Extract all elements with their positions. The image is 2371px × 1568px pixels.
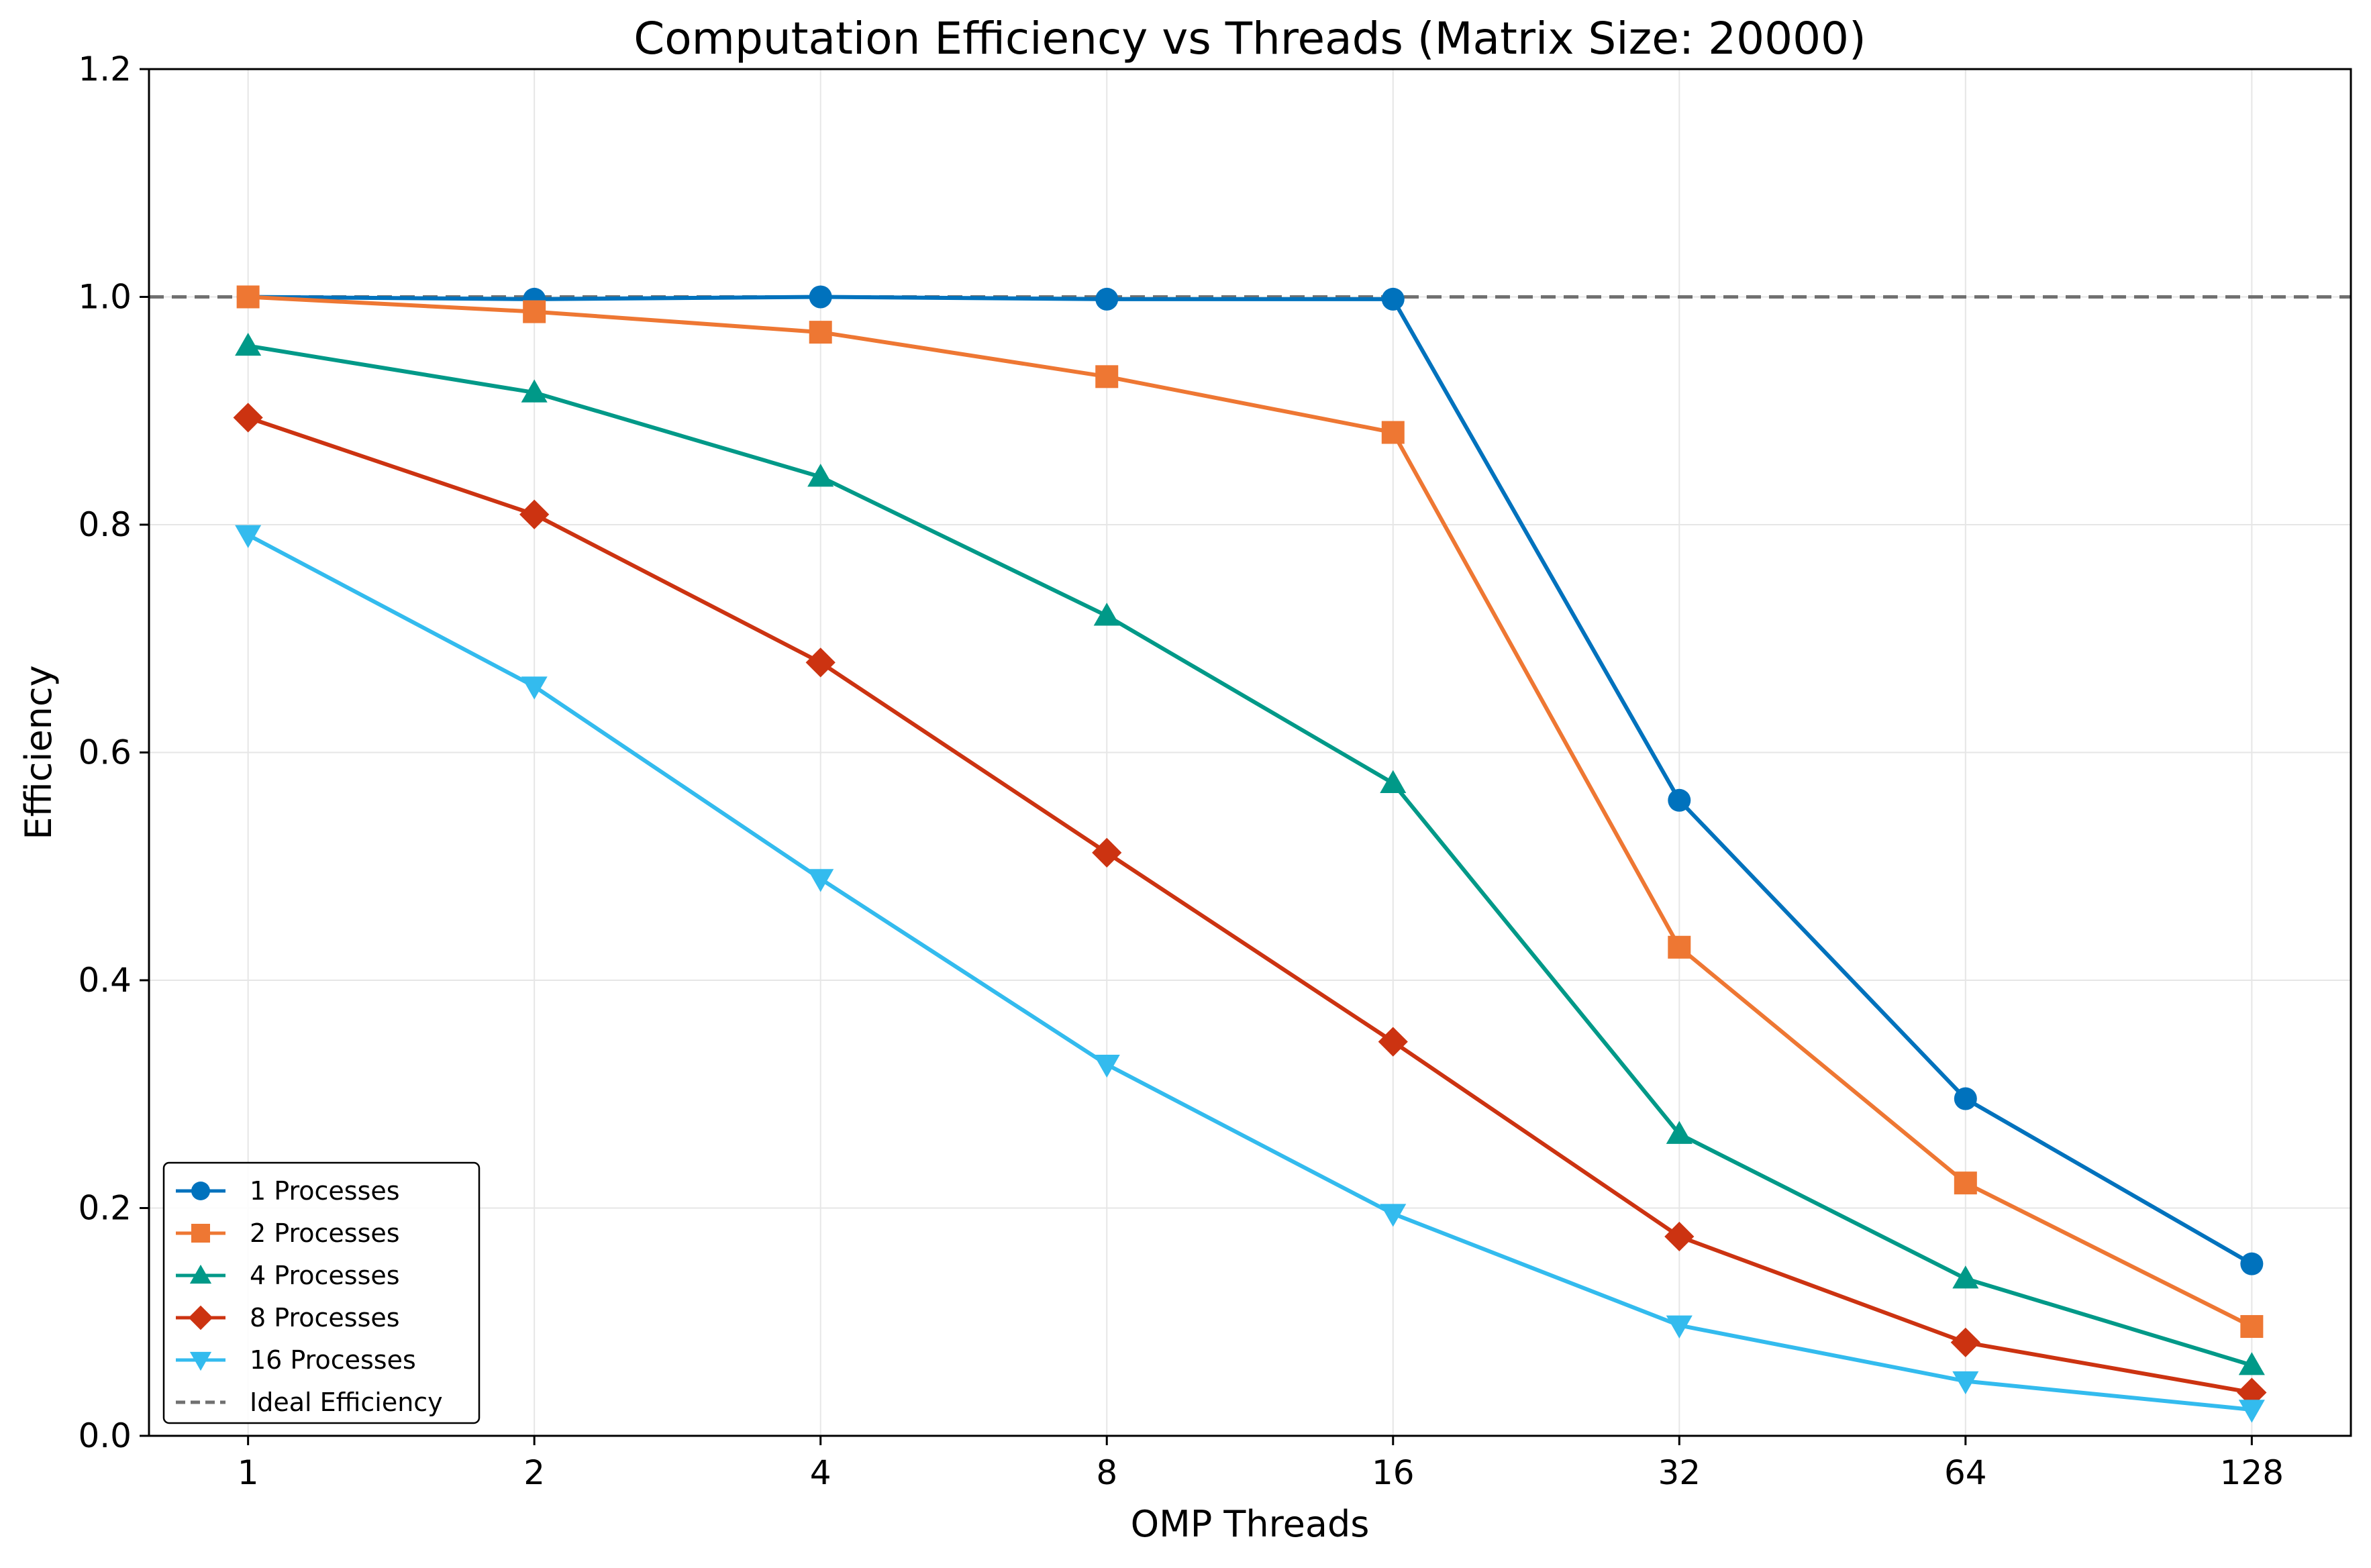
- data-point-s2-2: [523, 300, 546, 323]
- data-point-s4-16: [1378, 1027, 1408, 1057]
- data-point-s3-1: [235, 332, 262, 356]
- y-tick-label: 0.6: [78, 733, 132, 772]
- series-line-1: [248, 295, 2253, 1266]
- y-tick-label: 1.2: [78, 50, 132, 89]
- data-point-s3-2: [521, 379, 548, 403]
- data-point-s3-128: [2238, 1352, 2265, 1375]
- data-point-s4-8: [1092, 837, 1122, 868]
- data-point-s1-32: [1668, 788, 1691, 812]
- y-tick-label: 0.4: [78, 961, 132, 1000]
- x-tick-label: 32: [1658, 1453, 1701, 1492]
- data-point-s3-8: [1093, 603, 1120, 626]
- data-point-s5-2: [521, 676, 548, 700]
- data-point-s1-128: [2240, 1252, 2264, 1275]
- y-axis-title: Efficiency: [17, 665, 60, 839]
- x-tick-label: 8: [1096, 1453, 1117, 1492]
- legend-marker-2: [191, 1224, 210, 1243]
- x-tick-label: 4: [810, 1453, 831, 1492]
- data-point-s5-1: [235, 525, 262, 548]
- data-point-s1-8: [1095, 287, 1119, 311]
- legend-label-3: 4 Processes: [250, 1261, 400, 1290]
- legend-marker-4: [188, 1305, 213, 1330]
- legend-marker-1: [191, 1182, 210, 1200]
- x-tick-label: 128: [2220, 1453, 2284, 1492]
- legend-label-1: 1 Processes: [250, 1176, 400, 1206]
- x-tick-label: 1: [238, 1453, 259, 1492]
- chart-title: Computation Efficiency vs Threads (Matri…: [634, 13, 1866, 64]
- x-tick-label: 64: [1944, 1453, 1987, 1492]
- data-point-s3-64: [1952, 1265, 1979, 1289]
- data-point-s1-64: [1954, 1087, 1977, 1110]
- data-point-s5-32: [1666, 1315, 1693, 1339]
- data-point-s5-64: [1952, 1371, 1979, 1395]
- series-line-3: [248, 344, 2253, 1367]
- y-tick-label: 0.0: [78, 1416, 132, 1455]
- data-point-s3-4: [807, 464, 834, 487]
- data-point-s4-2: [519, 499, 550, 529]
- x-tick-label: 2: [523, 1453, 545, 1492]
- y-tick-label: 0.8: [78, 505, 132, 544]
- y-tick-label: 1.0: [78, 278, 132, 317]
- x-axis-title: OMP Threads: [1131, 1503, 1370, 1545]
- legend-label-6: Ideal Efficiency: [250, 1388, 443, 1417]
- series-line-5: [247, 533, 2252, 1412]
- data-point-s2-8: [1095, 365, 1119, 388]
- data-point-s2-128: [2240, 1315, 2264, 1339]
- legend-marker-5: [189, 1351, 212, 1371]
- data-point-s5-4: [807, 869, 834, 892]
- data-point-s1-4: [809, 285, 832, 309]
- data-point-s5-128: [2238, 1400, 2265, 1423]
- data-point-s2-32: [1668, 935, 1691, 959]
- x-tick-label: 16: [1372, 1453, 1415, 1492]
- data-point-s4-64: [1950, 1327, 1980, 1357]
- legend-label-4: 8 Processes: [250, 1303, 400, 1332]
- data-point-s1-16: [1381, 287, 1405, 311]
- data-point-s2-16: [1381, 421, 1405, 444]
- data-point-s3-32: [1666, 1120, 1693, 1144]
- data-point-s4-1: [233, 403, 263, 433]
- y-tick-label: 0.2: [78, 1189, 132, 1228]
- data-point-s4-32: [1664, 1221, 1695, 1252]
- legend-label-2: 2 Processes: [250, 1218, 400, 1248]
- data-point-s2-64: [1954, 1171, 1977, 1195]
- legend-label-5: 16 Processes: [250, 1345, 416, 1375]
- data-point-s4-4: [805, 647, 836, 678]
- series-line-2: [248, 295, 2253, 1328]
- series-line-4: [247, 415, 2252, 1395]
- legend-box: [162, 1161, 481, 1424]
- legend-marker-3: [189, 1264, 212, 1284]
- data-point-s2-1: [236, 285, 260, 309]
- data-point-s2-4: [809, 321, 832, 344]
- data-point-s5-16: [1380, 1204, 1407, 1227]
- data-point-s3-16: [1380, 770, 1407, 793]
- data-point-s5-8: [1093, 1054, 1120, 1078]
